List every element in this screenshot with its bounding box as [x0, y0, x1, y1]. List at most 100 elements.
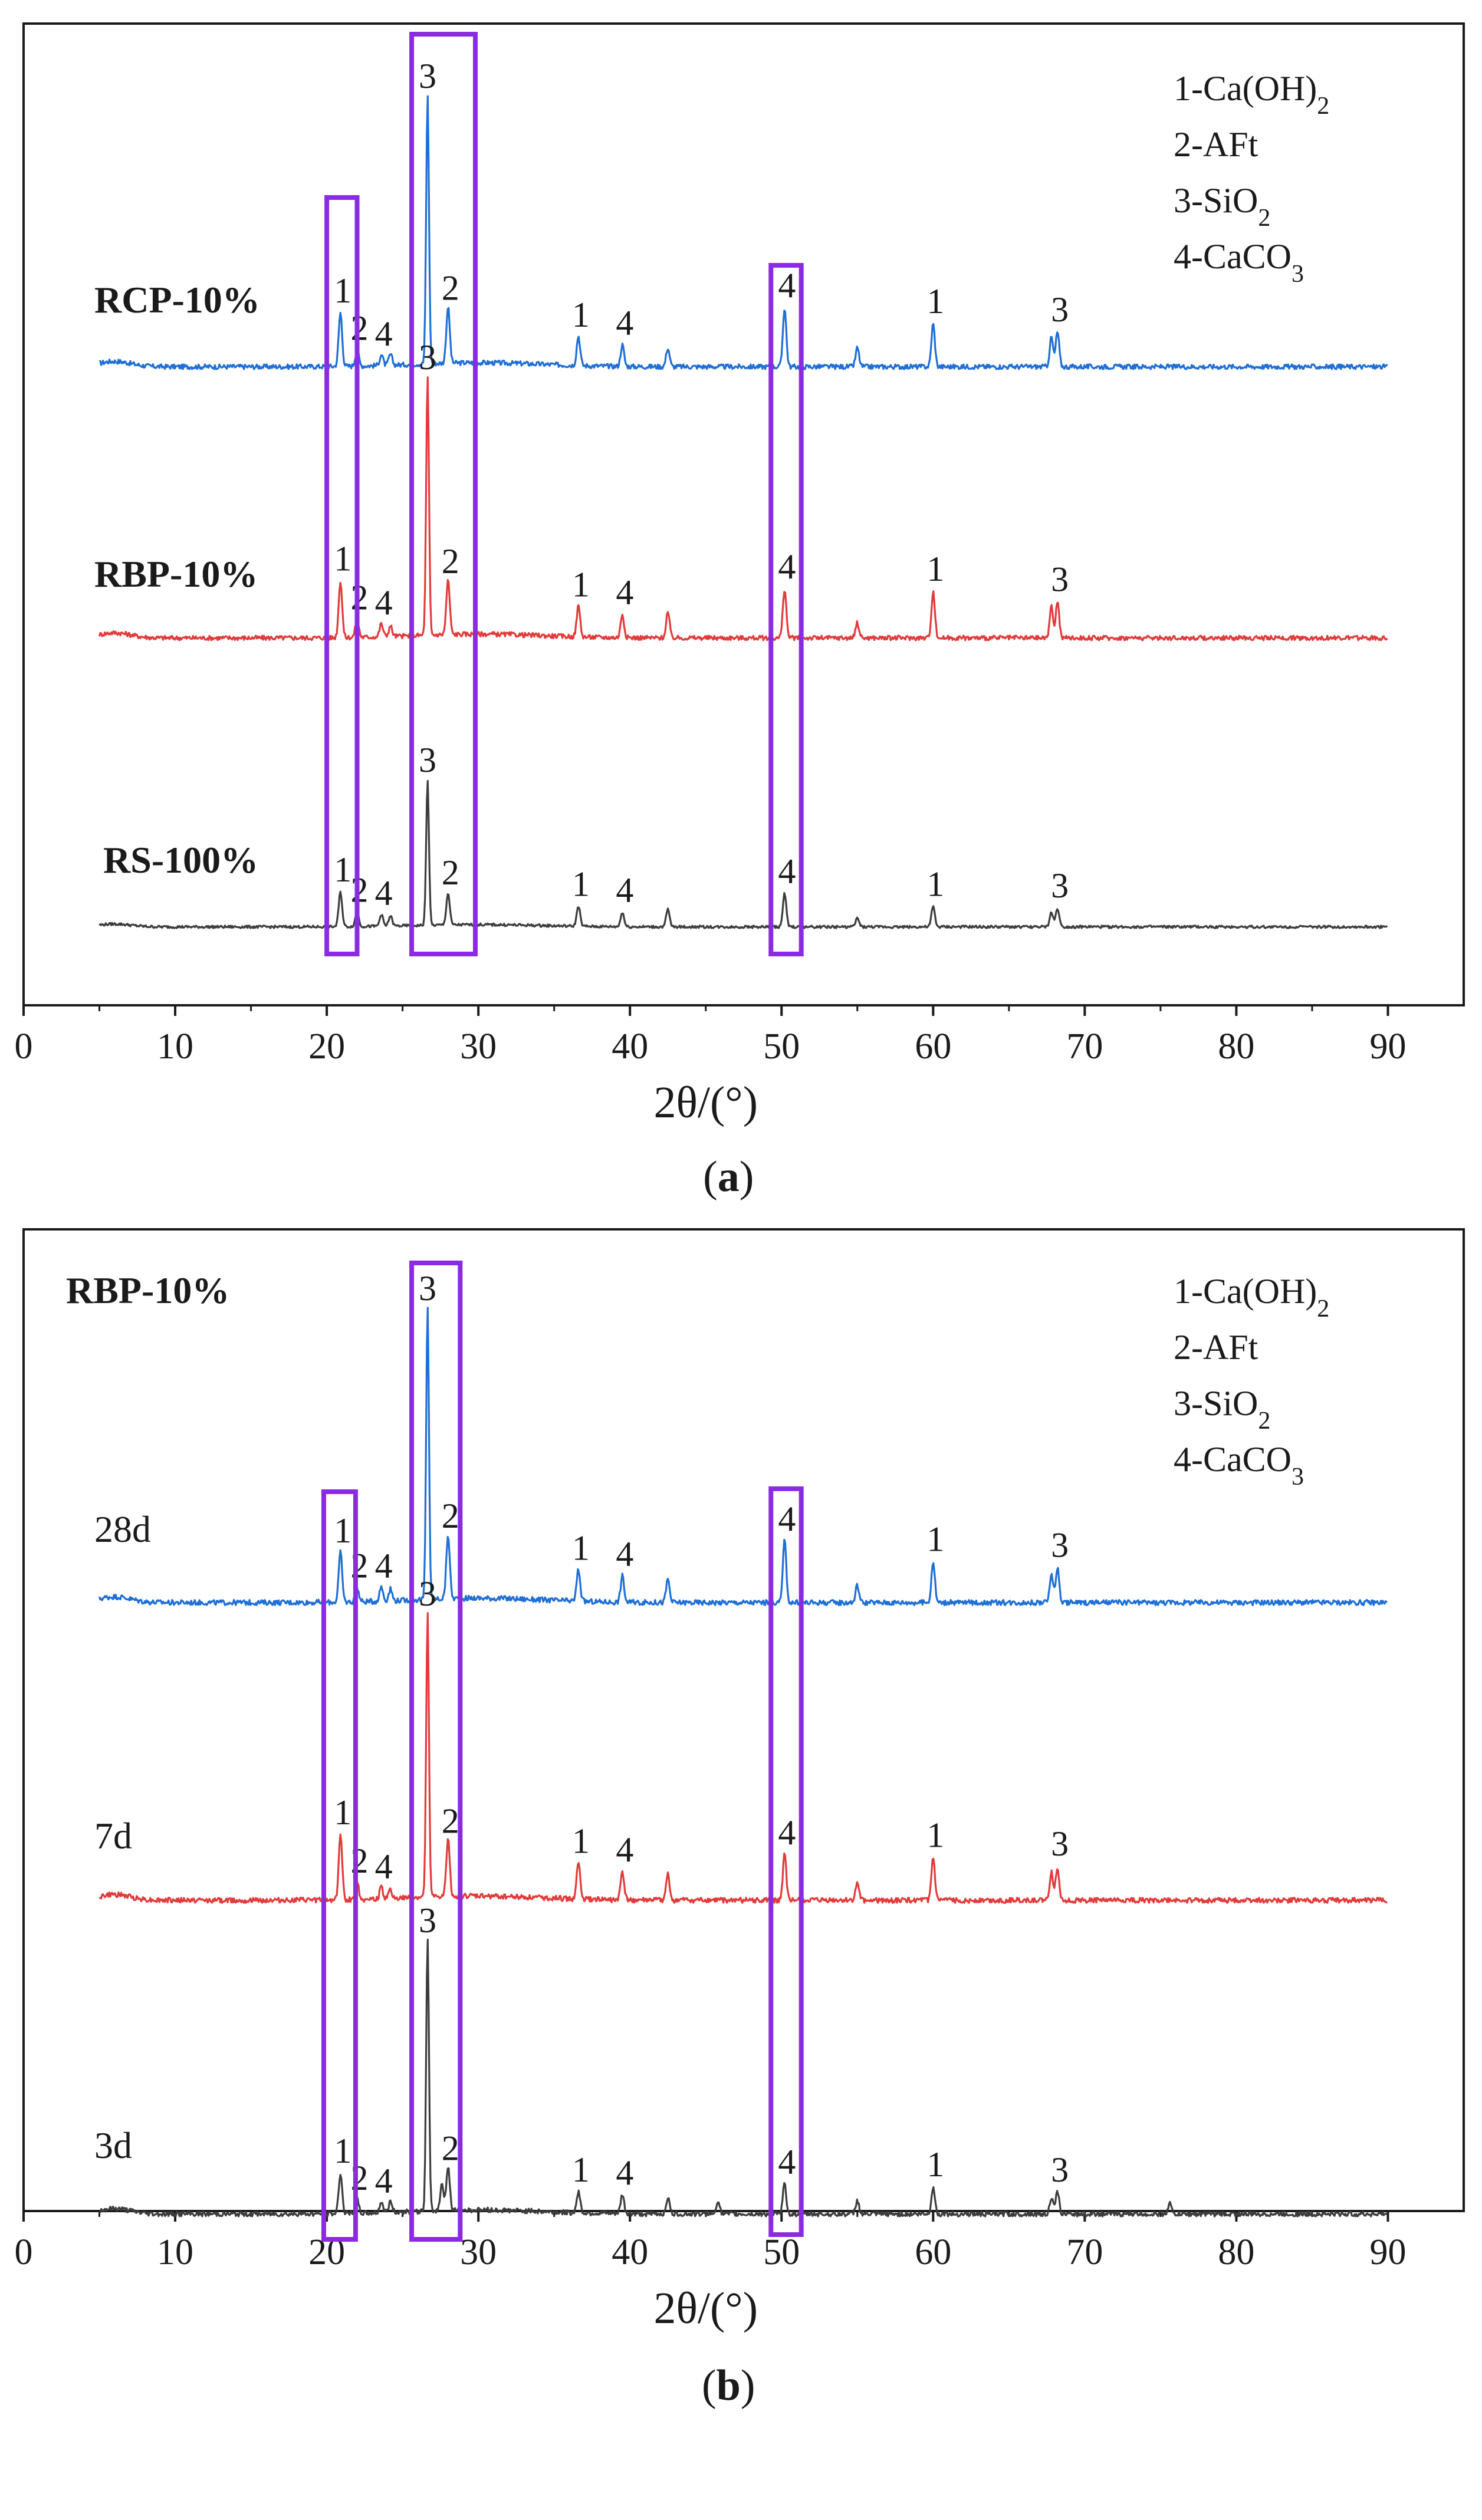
peak-label: 4 [616, 2153, 633, 2192]
x-tick-label: 0 [15, 2232, 33, 2272]
x-tick-label: 50 [763, 2232, 800, 2272]
peak-label: 3 [1051, 1824, 1069, 1863]
legend-entry-2: 2-AFt [1174, 125, 1258, 164]
peak-label: 1 [334, 1511, 351, 1550]
panel-caption: (b) [702, 2361, 755, 2410]
x-tick-label: 40 [612, 2232, 648, 2272]
series-line-7d [98, 1612, 1388, 1904]
highlight-box [409, 1261, 463, 2242]
peak-label: 3 [419, 741, 436, 779]
series-label: RCP-10% [94, 279, 260, 321]
peak-label: 1 [572, 865, 590, 904]
x-tick-label: 80 [1218, 2232, 1254, 2272]
x-tick-label: 90 [1369, 1027, 1406, 1067]
peak-label: 4 [616, 1830, 633, 1869]
series-line-rbp-10- [98, 376, 1388, 641]
x-tick-label: 30 [460, 2232, 497, 2272]
peak-label: 1 [334, 539, 351, 578]
peak-label: 3 [1051, 2150, 1069, 2189]
peak-label: 1 [572, 2150, 590, 2189]
peak-label: 2 [442, 1802, 459, 1841]
x-tick-label: 10 [157, 1027, 193, 1067]
peak-label: 1 [926, 1520, 944, 1559]
peak-label: 4 [778, 1813, 796, 1852]
legend-entry-3: 3-SiO2 [1174, 1384, 1270, 1435]
peak-label: 4 [375, 1847, 393, 1886]
peak-label: 2 [442, 1496, 459, 1535]
peak-label: 3 [419, 57, 436, 96]
x-axis: 0 10 20 30 40 50 60 70 80 90 [15, 1005, 1406, 1067]
x-tick-label: 40 [612, 1027, 648, 1067]
legend-entry-1: 1-Ca(OH)2 [1174, 69, 1329, 120]
x-tick-label: 10 [157, 2232, 193, 2272]
highlight-box [768, 1486, 804, 2237]
highlight-box [409, 32, 478, 956]
x-tick-label: 80 [1218, 1027, 1254, 1067]
legend-entry-2: 2-AFt [1174, 1328, 1258, 1367]
peak-label: 3 [419, 338, 436, 377]
series-label: 7d [94, 1815, 132, 1857]
x-tick-label: 70 [1066, 1027, 1103, 1067]
peak-label: 4 [375, 2162, 393, 2200]
peak-label: 4 [375, 1546, 393, 1585]
series-line-rs-100- [98, 779, 1388, 929]
peak-label: 4 [778, 852, 796, 891]
peak-label: 4 [778, 547, 796, 586]
peak-label: 2 [442, 268, 459, 307]
peak-label: 1 [334, 2131, 351, 2170]
legend-entry-1: 1-Ca(OH)2 [1174, 1272, 1329, 1322]
peak-label: 1 [572, 1529, 590, 1568]
highlight-box [324, 195, 360, 956]
panel-title: RBP-10% [66, 1269, 229, 1311]
x-axis-title: 2θ/(°) [653, 1078, 758, 1127]
x-tick-label: 90 [1369, 2232, 1406, 2272]
highlight-box [768, 263, 804, 956]
legend-entry-3: 3-SiO2 [1174, 181, 1270, 232]
legend-entry-4: 4-CaCO3 [1174, 1440, 1304, 1491]
x-tick-label: 50 [763, 1027, 800, 1067]
peak-label: 1 [926, 282, 944, 321]
peak-label: 3 [419, 1269, 436, 1308]
peak-label: 4 [778, 266, 796, 305]
series-line-28d [98, 1307, 1388, 1607]
series-label: 28d [94, 1508, 151, 1550]
legend-entry-4: 4-CaCO3 [1174, 237, 1304, 288]
x-axis-title: 2θ/(°) [653, 2284, 758, 2333]
x-axis: 0 10 20 30 40 50 60 70 80 90 [15, 2211, 1406, 2272]
series-line-rcp-10- [98, 95, 1388, 370]
x-tick-label: 20 [308, 1027, 345, 1067]
peak-label: 4 [616, 871, 633, 910]
series-label: RBP-10% [94, 553, 258, 595]
peak-label: 1 [926, 1816, 944, 1855]
peak-label: 4 [778, 1499, 796, 1538]
panel-a: 0 10 20 30 40 50 60 70 80 90 2θ/(°) (a) 1-Ca(OH)2 2-A… [15, 22, 1465, 1201]
x-tick-label: 60 [915, 1027, 951, 1067]
peak-label: 3 [1051, 560, 1069, 599]
x-tick-label: 70 [1066, 2232, 1103, 2272]
highlight-box [321, 1489, 358, 2242]
peak-label: 1 [334, 271, 351, 310]
peak-label: 4 [375, 314, 393, 353]
peak-label: 4 [778, 2142, 796, 2181]
peak-label: 4 [616, 573, 633, 612]
plot-frame [22, 1228, 1465, 2212]
peak-label: 4 [616, 304, 633, 343]
series-label: RS-100% [103, 839, 258, 881]
peak-label: 1 [572, 295, 590, 334]
series-label: 3d [94, 2124, 132, 2166]
peak-label: 2 [442, 2128, 459, 2167]
peak-label: 3 [1051, 1526, 1069, 1565]
panel-caption: (a) [703, 1153, 754, 1201]
peak-label: 1 [926, 550, 944, 588]
peak-label: 1 [926, 865, 944, 904]
peak-label: 1 [334, 850, 351, 889]
peak-label: 1 [572, 1821, 590, 1860]
peak-label: 2 [442, 853, 459, 892]
peak-label: 3 [419, 1574, 436, 1613]
peak-label: 4 [375, 873, 393, 912]
x-tick-label: 0 [15, 1027, 33, 1067]
peak-label: 3 [1051, 290, 1069, 329]
